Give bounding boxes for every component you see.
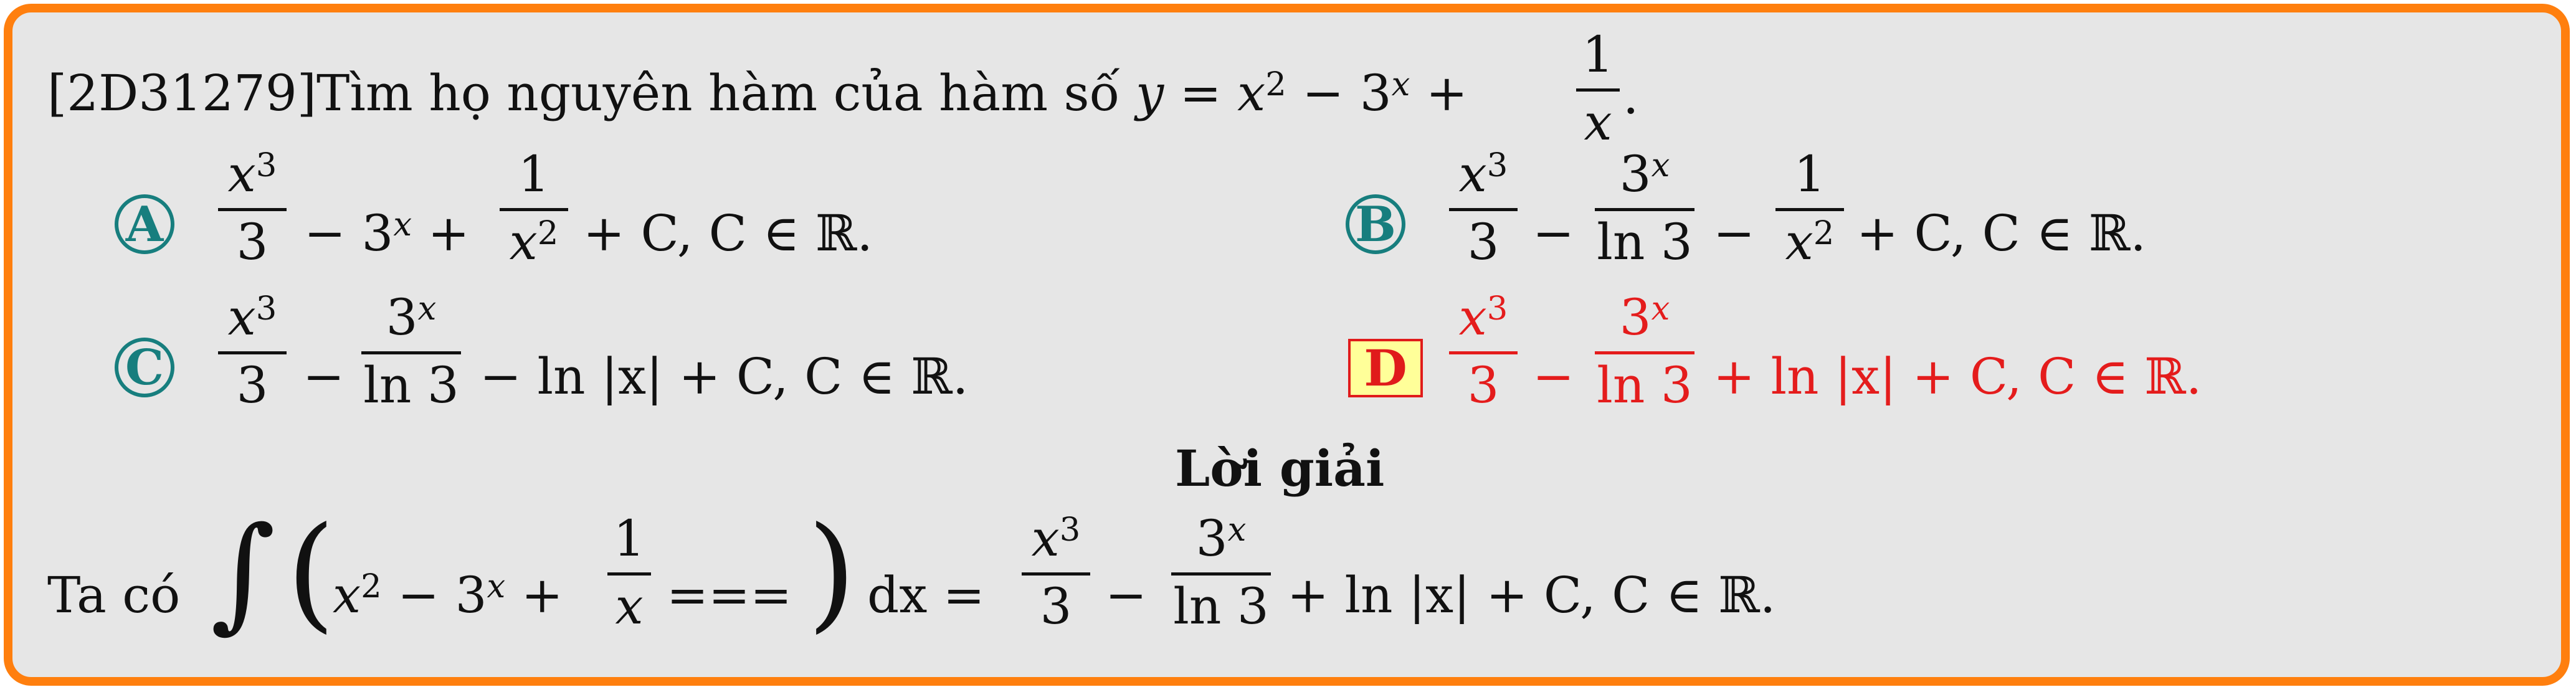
integral-sign: ∫ <box>211 500 276 645</box>
option-b-tail: + C, C ∈ ℝ. <box>1856 204 2146 262</box>
solution-heading: Lời giải <box>1175 439 1385 498</box>
option-d-term2: 3x ln 3 <box>1595 292 1694 410</box>
solution-intro: Ta có <box>47 566 181 624</box>
option-d-tail: + ln |x| + C, C ∈ ℝ. <box>1713 348 2202 405</box>
option-b-term1: x3 3 <box>1449 149 1518 267</box>
option-a-term1: x3 3 <box>218 149 287 267</box>
solution-minus: − <box>1105 566 1148 624</box>
option-b-minus1: − <box>1533 204 1575 262</box>
solution-inner-fraction: 1 x <box>607 514 651 632</box>
question-text: Tìm họ nguyên hàm của hàm số <box>316 64 1120 122</box>
left-paren: ( <box>287 500 336 645</box>
option-b-marker[interactable]: B <box>1346 194 1405 254</box>
solution-inner: x2 − 3x + <box>333 566 563 624</box>
question-code: [2D31279] <box>47 64 316 122</box>
question-fraction: 1 x <box>1576 30 1620 148</box>
option-a-marker[interactable]: A <box>115 194 174 254</box>
question-period: . <box>1623 67 1639 125</box>
solution-result-term2: 3x ln 3 <box>1171 513 1271 632</box>
option-c-term2: 3x ln 3 <box>361 292 461 410</box>
option-c-marker[interactable]: C <box>115 338 174 397</box>
option-a-term2: − 3x + <box>304 204 470 262</box>
option-d-term1: x3 3 <box>1449 292 1518 410</box>
option-b-term3: 1 x2 <box>1775 149 1844 267</box>
option-a-term3: 1 x2 <box>500 149 568 267</box>
option-b-minus2: − <box>1713 204 1756 262</box>
option-c-term1: x3 3 <box>218 292 287 410</box>
solution-inner-eq: === <box>667 566 792 624</box>
option-a-tail: + C, C ∈ ℝ. <box>583 204 873 262</box>
question-card: [2D31279]Tìm họ nguyên hàm của hàm số y … <box>4 4 2570 686</box>
question-line: [2D31279]Tìm họ nguyên hàm của hàm số y … <box>47 64 1468 122</box>
option-c-minus1: − <box>303 348 345 405</box>
solution-tail: + ln |x| + C, C ∈ ℝ. <box>1287 566 1776 624</box>
solution-dx: dx = <box>867 566 985 624</box>
right-paren: ) <box>807 500 857 645</box>
option-d-minus1: − <box>1533 348 1575 405</box>
option-d-marker[interactable]: D <box>1348 339 1423 397</box>
option-b-term2: 3x ln 3 <box>1595 149 1694 267</box>
option-c-tail: − ln |x| + C, C ∈ ℝ. <box>480 348 969 405</box>
solution-result-term1: x3 3 <box>1022 513 1090 632</box>
